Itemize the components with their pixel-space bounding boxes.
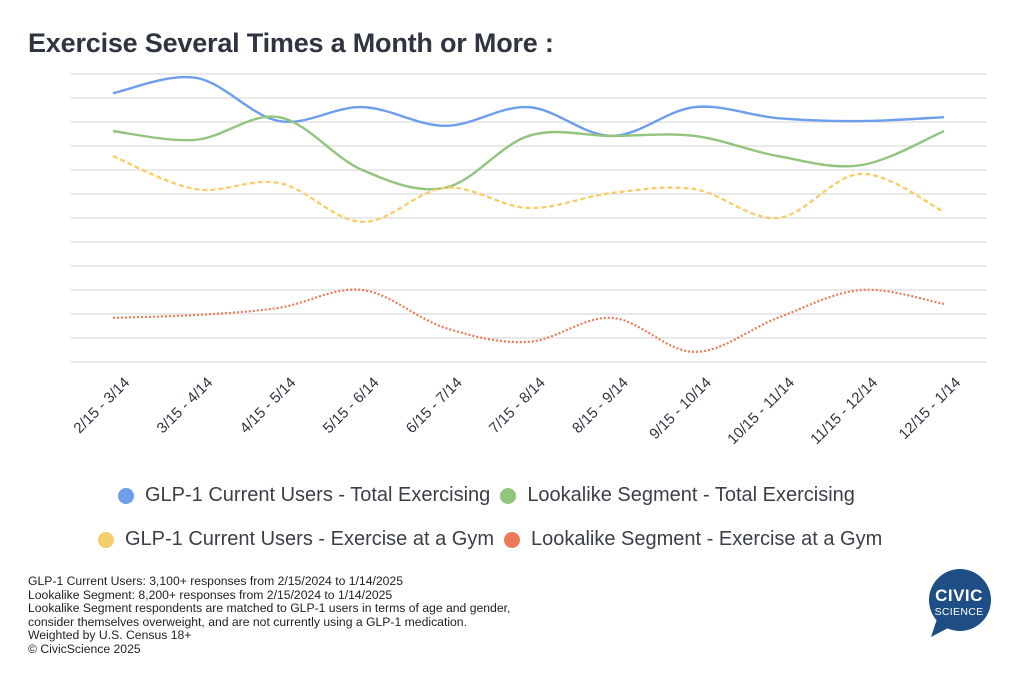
x-tick-label: 2/15 - 3/14 — [70, 374, 133, 437]
legend-dot-icon — [500, 487, 517, 504]
footnote-line: Lookalike Segment: 8,200+ responses from… — [28, 587, 393, 602]
series-lines — [112, 75, 945, 354]
logo-text-civic: CIVIC — [935, 586, 983, 605]
footnote-line: Weighted by U.S. Census 18+ — [28, 628, 192, 643]
x-tick-label: 3/15 - 4/14 — [154, 374, 217, 437]
gridlines — [71, 73, 986, 363]
series-line-3 — [112, 288, 945, 354]
legend-dot-icon — [118, 487, 134, 504]
legend-label: GLP-1 Current Users - Exercise at a Gym — [125, 528, 494, 550]
legend-item[interactable]: GLP-1 Current Users - Exercise at a Gym — [98, 528, 494, 551]
legend-dot-icon — [98, 531, 114, 548]
legend-item[interactable]: Lookalike Segment - Exercise at a Gym — [503, 528, 883, 551]
legend-item[interactable]: GLP-1 Current Users - Total Exercising — [118, 484, 490, 507]
legend-dot-icon — [503, 531, 520, 548]
x-tick-label: 6/15 - 7/14 — [403, 374, 466, 437]
x-tick-label: 12/15 - 1/14 — [896, 374, 965, 443]
x-tick-label: 8/15 - 9/14 — [569, 374, 632, 437]
speech-bubble-icon — [929, 569, 991, 637]
logo-text-science: SCIENCE — [934, 606, 984, 618]
x-tick-label: 10/15 - 11/14 — [724, 374, 798, 448]
footnote-line: GLP-1 Current Users: 3,100+ responses fr… — [28, 574, 403, 588]
footnote-line: © CivicScience 2025 — [28, 641, 141, 656]
x-tick-label: 9/15 - 10/14 — [646, 374, 715, 443]
footnote-line: consider themselves overweight, and are … — [28, 614, 467, 629]
series-line-0 — [112, 75, 945, 138]
line-chart: 2/15 - 3/14 3/15 - 4/14 4/15 - 5/14 5/15 - … — [70, 73, 986, 448]
chart-title: Exercise Several Times a Month or More : — [28, 28, 554, 58]
footnote-line: Lookalike Segment respondents are matche… — [28, 601, 511, 616]
x-tick-label: 5/15 - 6/14 — [320, 374, 383, 437]
series-line-2 — [112, 154, 945, 224]
legend-row-1: GLP-1 Current Users - Total Exercising L… — [118, 484, 865, 507]
series-line-1 — [112, 115, 945, 191]
x-axis-labels: 2/15 - 3/14 3/15 - 4/14 4/15 - 5/14 5/15 - … — [70, 374, 964, 448]
legend-label: GLP-1 Current Users - Total Exercising — [145, 484, 491, 506]
legend-label: Lookalike Segment - Total Exercising — [527, 484, 855, 506]
civicscience-logo: CIVIC SCIENCE — [928, 569, 994, 639]
x-tick-label: 11/15 - 12/14 — [807, 374, 881, 448]
legend-item[interactable]: Lookalike Segment - Total Exercising — [500, 484, 855, 507]
footnotes: GLP-1 Current Users: 3,100+ responses fr… — [28, 574, 511, 657]
x-tick-label: 4/15 - 5/14 — [237, 374, 300, 437]
legend-label: Lookalike Segment - Exercise at a Gym — [530, 528, 883, 550]
legend-row-2: GLP-1 Current Users - Exercise at a Gym … — [98, 528, 892, 551]
x-tick-label: 7/15 - 8/14 — [486, 374, 549, 437]
